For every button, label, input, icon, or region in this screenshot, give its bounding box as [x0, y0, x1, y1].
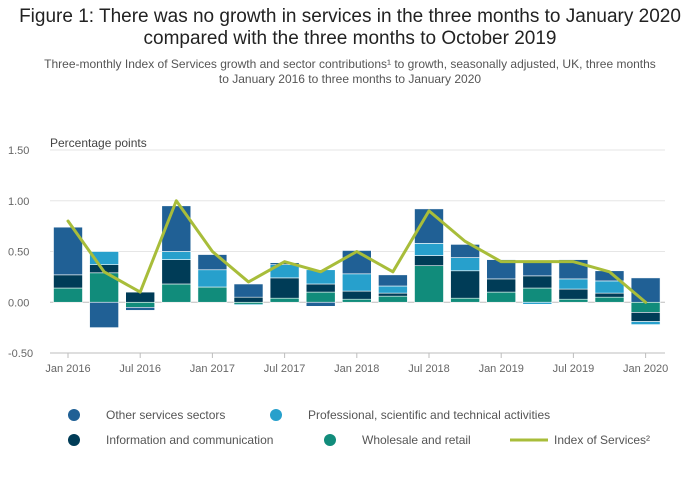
legend-label: Wholesale and retail: [362, 433, 471, 447]
bar-segment: [522, 275, 553, 289]
x-tick-label: Jul 2019: [553, 363, 595, 375]
x-tick-label: Jul 2018: [408, 363, 450, 375]
chart-title: Figure 1: There was no growth in service…: [19, 6, 681, 49]
y-tick-label: -0.50: [8, 348, 33, 360]
bar-segment: [341, 250, 372, 275]
bar-segment: [522, 301, 553, 305]
y-tick-label: 1.50: [8, 145, 29, 157]
bar-segment: [486, 259, 517, 280]
bar-segment: [558, 288, 589, 300]
legend-marker: [324, 434, 336, 446]
bar-segment: [233, 296, 264, 303]
legend-label: Index of Services²: [554, 433, 650, 447]
x-tick-label: Jul 2017: [264, 363, 306, 375]
bar-segment: [233, 301, 264, 305]
bar-segment: [414, 255, 444, 267]
bar-segment: [594, 280, 625, 294]
y-tick-label: 0.50: [8, 247, 29, 259]
bar-segment: [161, 259, 192, 285]
bar-segment: [450, 270, 480, 299]
x-tick-label: Jul 2016: [119, 363, 161, 375]
bar-segment: [233, 303, 264, 306]
bar-segment: [450, 257, 480, 272]
y-tick-label: 1.00: [8, 196, 29, 208]
bar-segment: [233, 283, 264, 298]
bar-segment: [125, 301, 155, 308]
bar-segment: [305, 269, 336, 285]
bar-segment: [630, 312, 661, 322]
bar-segment: [486, 291, 517, 303]
x-tick-label: Jan 2017: [190, 363, 235, 375]
bar-segment: [125, 291, 155, 303]
bar-segment: [378, 274, 408, 287]
bar-segment: [378, 285, 408, 294]
bar-segment: [558, 278, 589, 290]
bar-segment: [197, 254, 228, 271]
bar-segment: [89, 301, 119, 328]
bar-segment: [341, 273, 372, 292]
legend-marker: [68, 434, 80, 446]
y-axis-label: Percentage points: [50, 136, 147, 150]
bar-segment: [161, 251, 192, 260]
bar-segment: [486, 278, 517, 293]
bar-segment: [125, 307, 155, 311]
chart-subtitle: Three-monthly Index of Services growth a…: [44, 57, 656, 86]
bar-segment: [269, 297, 300, 303]
bar-segment: [558, 298, 589, 303]
bar-segment: [630, 301, 661, 313]
bar-segment: [53, 274, 83, 289]
legend-marker: [68, 409, 80, 421]
bar-segment: [378, 295, 408, 303]
bar-segment: [450, 297, 480, 303]
x-tick-label: Jan 2019: [479, 363, 524, 375]
bar-segment: [594, 296, 625, 303]
y-tick-label: 0.00: [8, 297, 29, 309]
legend-label: Professional, scientific and technical a…: [308, 408, 550, 422]
bar-segment: [305, 301, 336, 307]
legend-label: Other services sectors: [106, 408, 225, 422]
bar-segment: [197, 286, 228, 303]
bar-segment: [594, 292, 625, 298]
legend-marker: [270, 409, 282, 421]
series-line: [66, 199, 648, 304]
bar-segment: [378, 292, 408, 297]
bar-segment: [630, 321, 661, 325]
bar-segment: [341, 298, 372, 303]
bar-segment: [305, 283, 336, 293]
bar-segment: [341, 290, 372, 300]
bar-segment: [53, 287, 83, 303]
bar-segment: [305, 291, 336, 303]
legend-label: Information and communication: [106, 433, 273, 447]
bar-segment: [197, 269, 228, 288]
bar-segment: [414, 243, 444, 256]
x-tick-label: Jan 2016: [45, 363, 90, 375]
bar-segment: [161, 283, 192, 303]
x-tick-label: Jan 2020: [623, 363, 668, 375]
x-tick-label: Jan 2018: [334, 363, 379, 375]
bar-segment: [630, 277, 661, 303]
bar-segment: [269, 277, 300, 299]
bar-segment: [522, 287, 553, 303]
bar-segment: [414, 265, 444, 303]
